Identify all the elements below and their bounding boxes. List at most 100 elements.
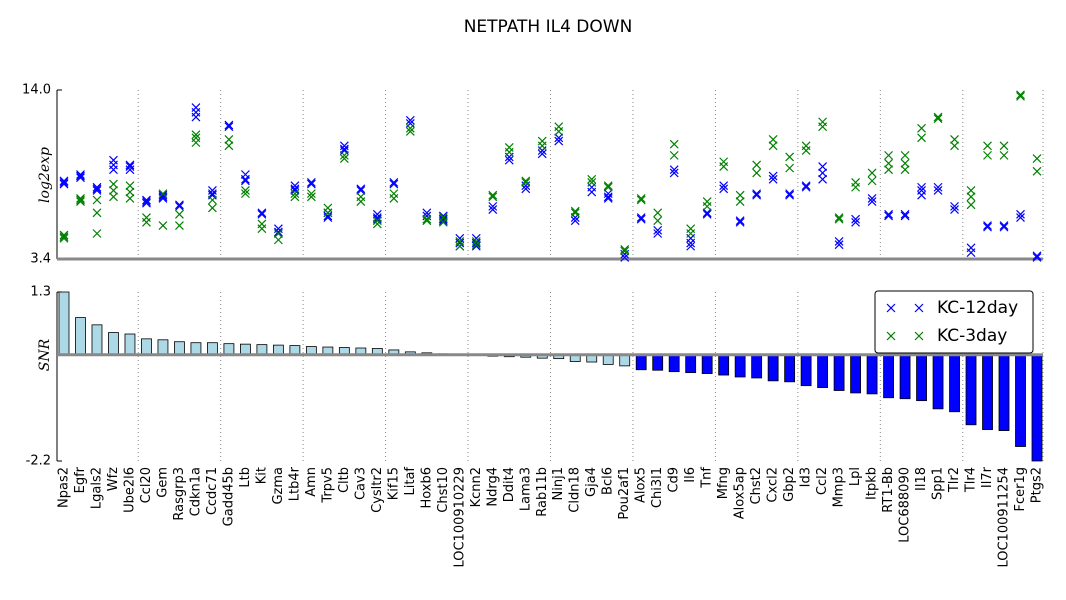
x-tick-label: LOC100910229 (452, 467, 467, 568)
point (92, 184, 102, 194)
point (933, 112, 943, 122)
point (966, 186, 976, 195)
point (999, 221, 1009, 230)
x-tick-label: Ddit4 (502, 467, 517, 502)
point (142, 217, 151, 227)
point (438, 214, 448, 224)
point (851, 182, 861, 192)
x-tick-label: Gzma (271, 467, 286, 505)
bar (932, 354, 944, 410)
point (636, 195, 646, 205)
point (537, 149, 547, 159)
point (59, 232, 69, 242)
bar (619, 354, 631, 367)
point (290, 189, 300, 199)
point (735, 216, 745, 226)
bar (1031, 354, 1043, 462)
point (884, 211, 894, 221)
point (389, 193, 399, 203)
bar (174, 341, 185, 356)
point (1032, 166, 1042, 176)
point (669, 150, 679, 160)
point (900, 165, 910, 175)
point (702, 201, 712, 211)
point (933, 114, 943, 124)
x-tick-label: Trpv5 (320, 467, 335, 504)
point (785, 189, 795, 199)
point (818, 168, 828, 178)
point (587, 174, 597, 184)
point (933, 182, 943, 192)
point (290, 192, 300, 202)
point (983, 221, 992, 230)
point (983, 141, 992, 151)
x-tick-label: Ltb (238, 467, 253, 488)
x-tick-label: Lpl (848, 467, 863, 486)
x-tick-label: Kif15 (386, 467, 401, 500)
point (438, 216, 448, 226)
legend-marker (886, 303, 896, 313)
point (76, 193, 85, 203)
point (175, 200, 184, 210)
point (917, 190, 926, 200)
point (59, 176, 69, 186)
point (653, 225, 663, 235)
point (521, 184, 531, 194)
x-tick-label: Fcer1g (1013, 467, 1028, 512)
point (488, 205, 498, 214)
point (719, 184, 729, 194)
point (372, 213, 382, 222)
bar (190, 342, 202, 356)
x-tick-label: Npas2 (57, 467, 72, 508)
point (76, 173, 85, 183)
bar (982, 354, 993, 431)
point (175, 201, 184, 211)
point (76, 195, 85, 205)
point (768, 135, 778, 144)
point (356, 197, 366, 207)
point (851, 217, 861, 227)
bar (157, 339, 169, 356)
x-tick-label: Spp1 (931, 467, 946, 500)
x-tick-label: LOC688090 (898, 467, 913, 543)
point (1016, 91, 1025, 101)
bar (850, 354, 861, 394)
point (92, 229, 102, 238)
point (587, 178, 597, 187)
legend-label: KC-12day (937, 298, 1018, 318)
point (306, 189, 316, 199)
point (554, 133, 564, 143)
bar (949, 354, 960, 413)
point (240, 189, 250, 199)
point (240, 176, 250, 186)
y-axis-label: log2exp (37, 147, 53, 203)
point (752, 189, 762, 199)
x-tick-label: Gem (155, 467, 170, 498)
x-tick-label: Ccl20 (139, 467, 154, 503)
bar (240, 343, 251, 356)
point (851, 214, 861, 224)
x-tick-label: Itpkb (865, 467, 880, 500)
point (867, 197, 877, 207)
point (76, 197, 85, 207)
x-tick-label: Gja4 (584, 467, 599, 497)
bar (1015, 354, 1026, 447)
y-tick-label: -2.2 (26, 454, 51, 469)
point (999, 222, 1009, 232)
bar (685, 354, 697, 374)
x-tick-label: Alox5ap (733, 467, 748, 519)
x-tick-label: Bcl6 (601, 467, 616, 495)
point (224, 122, 234, 132)
point (273, 235, 283, 245)
point (356, 186, 366, 195)
point (983, 222, 992, 232)
point (950, 141, 959, 151)
bar (668, 354, 680, 373)
point (752, 190, 762, 200)
point (207, 203, 217, 213)
point (1016, 213, 1025, 222)
point (801, 146, 811, 156)
x-tick-label: Cav3 (353, 467, 368, 500)
bar (817, 354, 829, 389)
point (109, 179, 118, 189)
